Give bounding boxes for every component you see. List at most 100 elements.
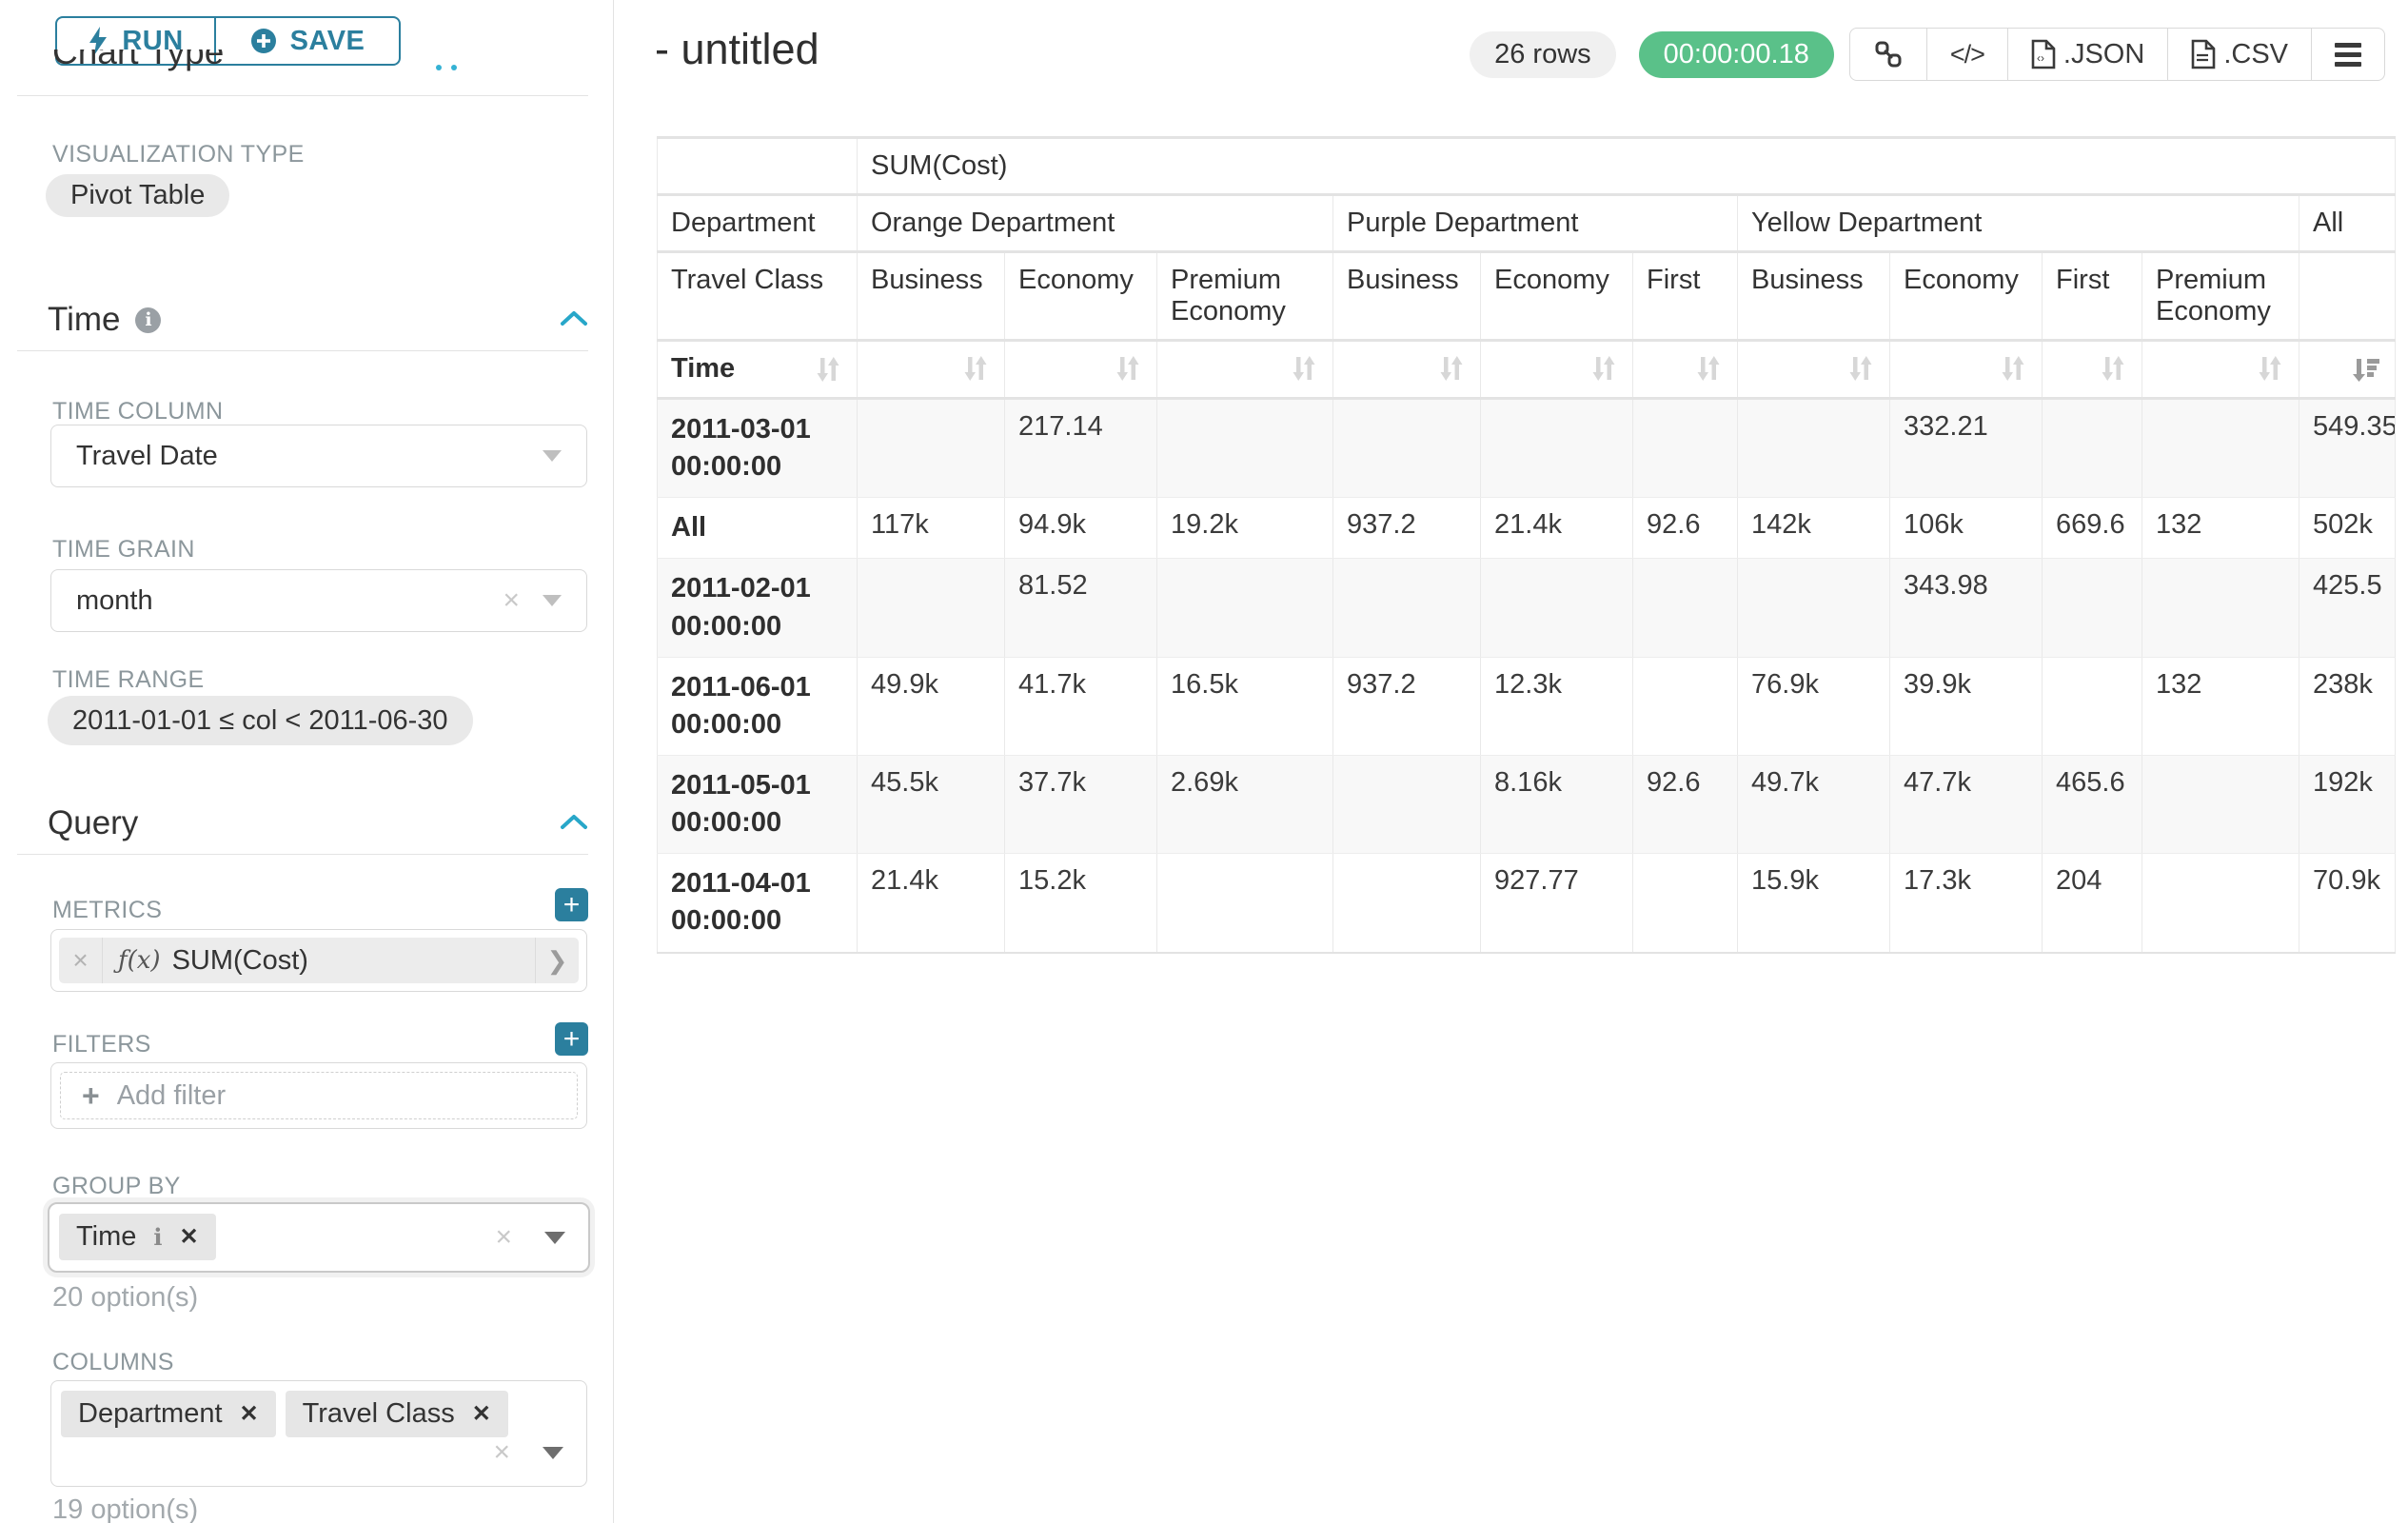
sort-icon[interactable] [1113, 353, 1143, 384]
chip-label: Time [76, 1221, 137, 1252]
sort-icon[interactable] [1998, 353, 2028, 384]
columns-select[interactable]: Department ✕ Travel Class ✕ × [50, 1380, 587, 1487]
column-sort-header[interactable] [1480, 340, 1633, 400]
dimension-chip[interactable]: Travel Class ✕ [285, 1391, 508, 1437]
all-column-header: All [2299, 194, 2396, 253]
pivot-value-cell [1332, 398, 1481, 499]
pivot-value-cell: 81.52 [1004, 558, 1157, 658]
lightning-icon [89, 27, 108, 55]
sort-icon[interactable] [1436, 353, 1467, 384]
pivot-value-cell: 669.6 [2042, 497, 2142, 560]
sort-icon[interactable] [2255, 353, 2285, 384]
metric-chip[interactable]: × ƒ(x) SUM(Cost) ❯ [59, 938, 579, 983]
sort-icon[interactable] [1693, 353, 1724, 384]
export-csv-label: .CSV [2223, 38, 2288, 69]
column-sort-header[interactable] [1156, 340, 1333, 400]
all-column-subheader [2299, 251, 2396, 342]
filters-control: + Add filter [50, 1062, 587, 1129]
time-range-pill[interactable]: 2011-01-01 ≤ col < 2011-06-30 [48, 696, 473, 745]
pivot-value-cell: 343.98 [1889, 558, 2043, 658]
pivot-value-cell: 142k [1737, 497, 1890, 560]
remove-chip-icon[interactable]: ✕ [471, 1401, 491, 1427]
chevron-right-icon[interactable]: ❯ [535, 938, 579, 983]
column-sort-header[interactable] [2042, 340, 2142, 400]
svg-text:‹›: ‹› [2037, 51, 2044, 65]
column-sort-header[interactable] [1632, 340, 1738, 400]
columns-options-hint: 19 option(s) [52, 1494, 199, 1523]
row-header-cell: All [657, 497, 858, 560]
pivot-value-cell [2142, 398, 2299, 499]
menu-button[interactable] [2312, 29, 2384, 80]
chart-title[interactable]: - untitled [655, 25, 819, 73]
pivot-value-cell: 94.9k [1004, 497, 1157, 560]
dimension-chip[interactable]: Time i ✕ [59, 1214, 216, 1260]
pivot-value-cell [1737, 398, 1890, 499]
view-query-button[interactable]: </> [1927, 29, 2008, 80]
run-button[interactable]: RUN [57, 18, 216, 64]
pivot-value-cell: 549.35 [2299, 398, 2396, 499]
clear-icon[interactable]: × [495, 1221, 512, 1253]
sort-icon[interactable] [1589, 353, 1619, 384]
sort-icon[interactable] [1845, 353, 1876, 384]
file-json-icon: ‹› [2031, 39, 2056, 69]
sort-icon[interactable] [960, 353, 991, 384]
result-toolbar: 26 rows 00:00:00.18 </> ‹› [1470, 28, 2385, 81]
add-filter-button[interactable]: + Add filter [60, 1072, 578, 1119]
sort-icon[interactable] [813, 354, 843, 385]
department-group-header: Yellow Department [1737, 194, 2299, 253]
export-json-button[interactable]: ‹› .JSON [2008, 29, 2169, 80]
pivot-value-cell: 45.5k [857, 755, 1005, 855]
add-filter-plus-button[interactable]: + [555, 1022, 588, 1056]
time-grain-select[interactable]: month × [50, 569, 587, 632]
run-save-button-group: RUN SAVE [55, 16, 401, 66]
time-column-select[interactable]: Travel Date [50, 425, 587, 487]
info-icon: i [153, 1223, 163, 1251]
time-sort-header[interactable]: Time [657, 340, 858, 400]
time-range-label: TIME RANGE [52, 666, 205, 693]
travel-class-header: Economy [1889, 251, 2043, 342]
metric-header-cell: SUM(Cost) [857, 136, 2396, 196]
column-sort-header[interactable] [1332, 340, 1481, 400]
pivot-value-cell: 2.69k [1156, 755, 1333, 855]
add-metric-button[interactable]: + [555, 888, 588, 921]
column-sort-header[interactable] [857, 340, 1005, 400]
remove-chip-icon[interactable]: ✕ [239, 1401, 259, 1427]
pivot-value-cell [2042, 558, 2142, 658]
save-button[interactable]: SAVE [216, 18, 399, 64]
sort-icon[interactable] [1289, 353, 1319, 384]
clear-icon[interactable]: × [503, 584, 520, 616]
sort-descending-active-icon[interactable] [2349, 353, 2381, 386]
export-json-label: .JSON [2063, 38, 2145, 69]
pivot-value-cell [1332, 558, 1481, 658]
section-divider [17, 350, 588, 351]
chevron-down-icon [543, 1446, 563, 1459]
metrics-control: × ƒ(x) SUM(Cost) ❯ [50, 929, 587, 992]
column-sort-header[interactable] [1004, 340, 1157, 400]
collapse-time-section-icon[interactable] [560, 308, 588, 327]
pivot-value-cell: 21.4k [857, 853, 1005, 954]
clear-icon[interactable]: × [493, 1436, 510, 1468]
column-sort-header[interactable] [2299, 340, 2396, 400]
copy-link-button[interactable] [1850, 29, 1927, 80]
travel-class-header: First [2042, 251, 2142, 342]
pivot-data-row: 2011-05-01 00:00:00 45.5k 37.7k 2.69k 8.16k 9… [657, 755, 2396, 855]
remove-metric-icon[interactable]: × [59, 938, 103, 983]
section-divider [17, 854, 588, 855]
travel-class-header: Business [1332, 251, 1481, 342]
remove-chip-icon[interactable]: ✕ [179, 1224, 199, 1250]
visualization-type-pill[interactable]: Pivot Table [46, 174, 230, 217]
groupby-options-hint: 20 option(s) [52, 1282, 199, 1313]
department-axis-header: Department [657, 194, 858, 253]
dimension-chip[interactable]: Department ✕ [61, 1391, 276, 1437]
column-sort-header[interactable] [2142, 340, 2299, 400]
collapse-query-section-icon[interactable] [560, 812, 588, 831]
pivot-value-cell: 132 [2142, 657, 2299, 756]
column-sort-header[interactable] [1889, 340, 2043, 400]
pivot-value-cell: 332.21 [1889, 398, 2043, 499]
sort-icon[interactable] [2098, 353, 2128, 384]
pivot-value-cell: 204 [2042, 853, 2142, 954]
export-csv-button[interactable]: .CSV [2168, 29, 2312, 80]
groupby-select[interactable]: Time i ✕ × [48, 1202, 590, 1273]
column-sort-header[interactable] [1737, 340, 1890, 400]
pivot-value-cell: 92.6 [1632, 755, 1738, 855]
